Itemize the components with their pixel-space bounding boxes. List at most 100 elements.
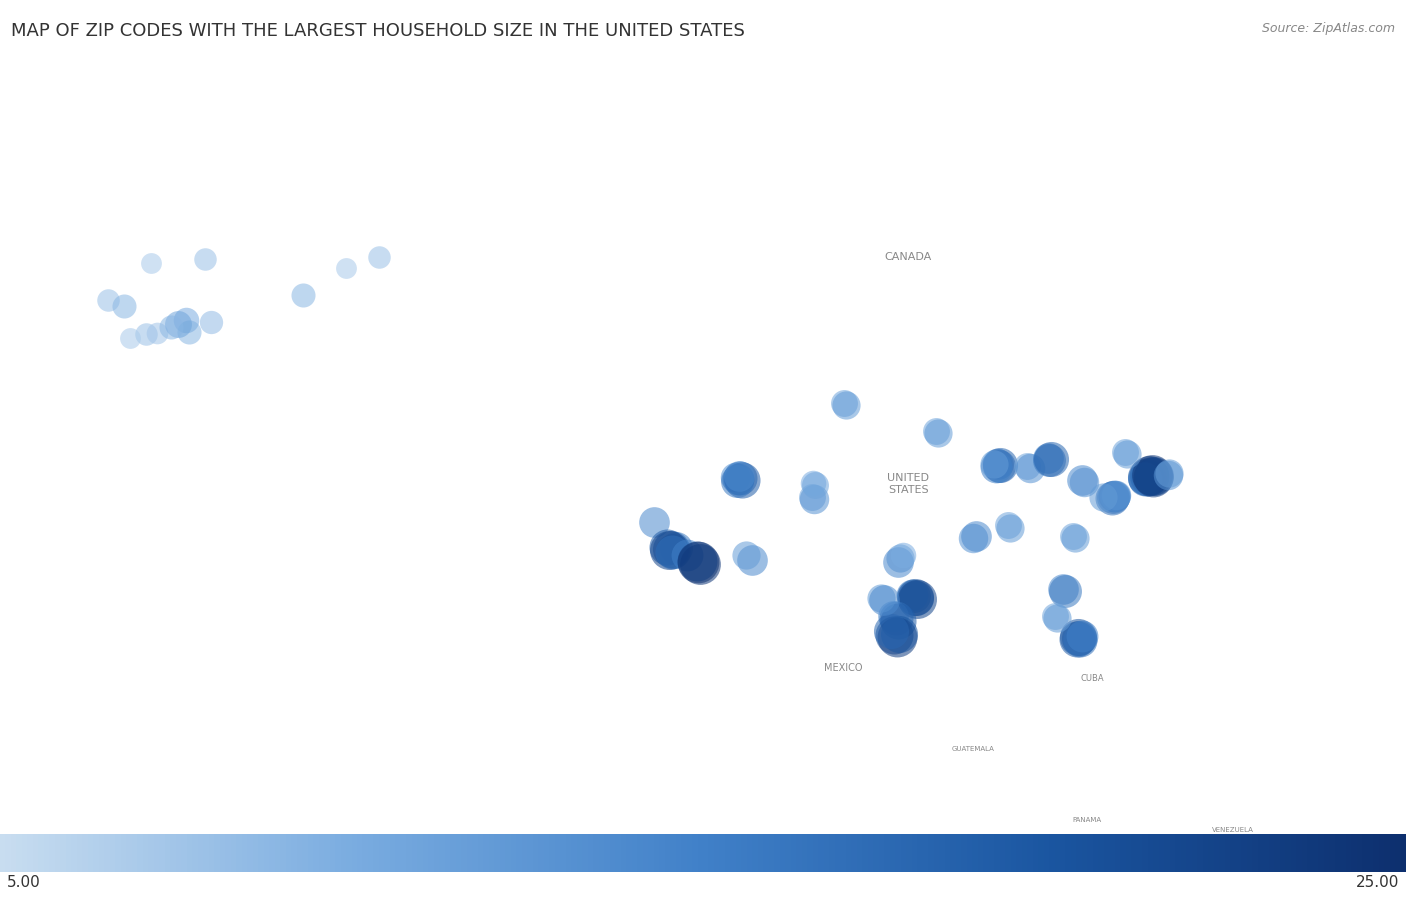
Point <box>1139 469 1161 484</box>
Point <box>1102 489 1125 503</box>
Point <box>1066 632 1088 646</box>
Point <box>112 298 135 313</box>
Point <box>1157 467 1180 482</box>
Text: UNITED
STATES: UNITED STATES <box>887 474 929 495</box>
Point <box>882 609 904 623</box>
Point <box>1140 467 1163 482</box>
Point <box>731 473 754 487</box>
Point <box>141 255 163 270</box>
Point <box>887 627 910 641</box>
Point <box>988 458 1011 473</box>
Point <box>990 458 1012 472</box>
Point <box>1137 467 1160 482</box>
Point <box>1136 470 1159 485</box>
Point <box>983 457 1005 471</box>
Point <box>160 320 183 334</box>
Point <box>904 590 927 604</box>
Point <box>965 529 987 543</box>
Point <box>886 555 908 569</box>
Point <box>1116 447 1139 461</box>
Point <box>1018 461 1040 476</box>
Point <box>1073 475 1095 489</box>
Point <box>1054 584 1077 599</box>
Text: PANAMA: PANAMA <box>1073 816 1101 823</box>
Point <box>984 459 1007 474</box>
Point <box>1101 491 1123 505</box>
Point <box>1142 469 1164 484</box>
Text: GUATEMALA: GUATEMALA <box>952 746 995 752</box>
Point <box>1069 633 1091 647</box>
Point <box>1159 467 1181 481</box>
Point <box>870 591 893 605</box>
Point <box>1143 468 1166 483</box>
Point <box>174 313 197 327</box>
Point <box>657 539 679 554</box>
Text: 25.00: 25.00 <box>1355 875 1399 890</box>
Point <box>886 629 908 644</box>
Point <box>1043 609 1066 623</box>
Point <box>801 476 824 490</box>
Text: CUBA: CUBA <box>1081 674 1104 683</box>
Point <box>1067 629 1090 644</box>
Point <box>987 457 1010 471</box>
Point <box>118 331 141 345</box>
Point <box>291 288 314 302</box>
Point <box>803 493 825 507</box>
Point <box>194 252 217 266</box>
Point <box>880 624 903 638</box>
Point <box>1046 611 1069 626</box>
Point <box>883 628 905 642</box>
Point <box>735 547 758 562</box>
Point <box>903 589 925 603</box>
Point <box>727 472 749 486</box>
Point <box>686 555 709 569</box>
Point <box>1017 458 1039 473</box>
Point <box>179 325 201 339</box>
Point <box>1062 529 1084 543</box>
Point <box>1139 468 1161 483</box>
Point <box>728 470 751 485</box>
Point <box>1038 453 1060 467</box>
Point <box>886 613 908 628</box>
Point <box>872 592 894 607</box>
Point <box>725 474 748 488</box>
Point <box>924 424 946 439</box>
Point <box>801 490 824 504</box>
Point <box>1104 489 1126 503</box>
Point <box>675 547 697 562</box>
Point <box>1102 490 1125 504</box>
Point <box>1114 445 1136 459</box>
Point <box>998 521 1021 535</box>
Text: MEXICO: MEXICO <box>824 663 863 673</box>
Point <box>835 398 858 413</box>
Point <box>962 531 984 546</box>
Point <box>200 315 222 329</box>
Point <box>658 543 681 557</box>
Point <box>367 250 389 264</box>
Point <box>659 542 682 556</box>
Point <box>727 468 749 483</box>
Point <box>146 325 169 340</box>
Point <box>689 557 711 572</box>
Point <box>891 547 914 562</box>
Point <box>832 396 855 410</box>
Point <box>1040 452 1063 467</box>
Point <box>724 469 747 484</box>
Point <box>889 550 911 565</box>
Text: Source: ZipAtlas.com: Source: ZipAtlas.com <box>1261 22 1395 35</box>
Point <box>661 545 683 559</box>
Point <box>643 515 665 530</box>
Text: CANADA: CANADA <box>884 252 932 263</box>
Point <box>1135 469 1157 484</box>
Point <box>905 591 928 605</box>
Point <box>1069 631 1091 645</box>
Point <box>741 553 763 567</box>
Text: VENEZUELA: VENEZUELA <box>1212 827 1254 833</box>
Point <box>1092 490 1115 504</box>
Point <box>335 261 357 275</box>
Point <box>900 587 922 601</box>
Point <box>167 317 190 332</box>
Point <box>1052 582 1074 596</box>
Point <box>905 592 928 606</box>
Text: 5.00: 5.00 <box>7 875 41 890</box>
